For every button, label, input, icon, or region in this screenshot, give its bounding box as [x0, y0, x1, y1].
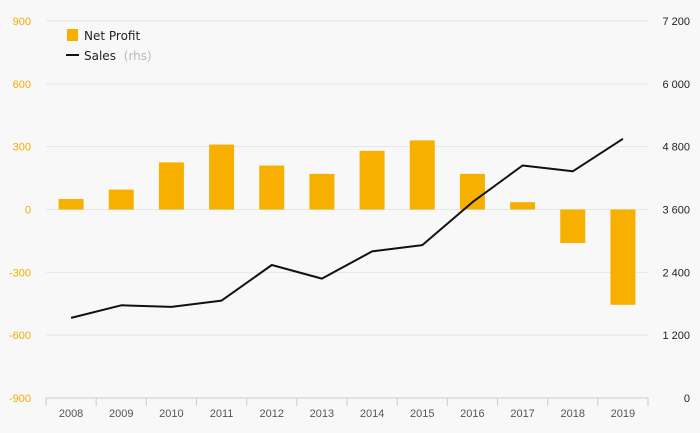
x-tick-label: 2015 — [410, 408, 434, 420]
y-right-tick-label: 4 800 — [662, 142, 690, 154]
sales-line — [70, 137, 624, 319]
gridlines — [46, 20, 648, 399]
net-profit-bars — [58, 140, 636, 305]
y-left-tick-label: 900 — [13, 16, 31, 28]
legend-label-net-profit: Net Profit — [84, 29, 140, 43]
x-axis — [45, 397, 649, 406]
legend-swatch-net-profit — [67, 29, 78, 41]
x-tick-label: 2018 — [561, 408, 585, 420]
bar-net-profit-2018 — [560, 209, 586, 244]
y-left-tick-label: -600 — [9, 330, 31, 342]
bar-net-profit-2015 — [409, 140, 435, 210]
bar-net-profit-2010 — [158, 162, 184, 210]
x-tick-label: 2011 — [210, 408, 234, 420]
y-right-tick-label: 1 200 — [662, 330, 690, 342]
y-axis-right: 7 200 6 000 4 800 3 600 2 400 1 200 0 — [662, 16, 690, 405]
bar-net-profit-2017 — [510, 202, 536, 210]
legend-label-sales: Sales (rhs) — [84, 49, 152, 63]
y-left-tick-label: -900 — [9, 393, 31, 405]
y-right-tick-label: 7 200 — [662, 16, 690, 28]
y-right-tick-label: 2 400 — [662, 267, 690, 279]
x-tick-label: 2019 — [611, 408, 635, 420]
y-right-tick-label: 3 600 — [662, 205, 690, 217]
bar-net-profit-2014 — [359, 150, 385, 210]
y-left-tick-label: -300 — [9, 267, 31, 279]
x-tick-label: 2013 — [310, 408, 334, 420]
bar-net-profit-2011 — [209, 144, 235, 210]
x-tick-label: 2016 — [460, 408, 484, 420]
bar-net-profit-2016 — [459, 173, 485, 210]
y-left-tick-label: 0 — [25, 205, 31, 217]
y-left-tick-label: 600 — [13, 79, 31, 91]
x-axis-ticks: 2008 2009 2010 2011 2012 2013 2014 2015 2016 2017… — [59, 408, 635, 420]
x-tick-label: 2012 — [260, 408, 284, 420]
legend-sales-rhs: (rhs) — [124, 49, 152, 63]
bar-net-profit-2019 — [610, 209, 636, 305]
y-right-tick-label: 0 — [684, 393, 690, 405]
x-tick-label: 2009 — [109, 408, 133, 420]
bar-net-profit-2013 — [309, 173, 335, 210]
bar-net-profit-2012 — [259, 165, 285, 210]
legend-sales-name: Sales — [84, 49, 116, 63]
x-tick-label: 2008 — [59, 408, 83, 420]
x-tick-label: 2014 — [360, 408, 384, 420]
sales-line-path — [70, 137, 624, 319]
legend: Net Profit Sales (rhs) — [66, 29, 152, 63]
y-left-tick-label: 300 — [13, 142, 31, 154]
bar-net-profit-2008 — [58, 199, 84, 210]
bar-net-profit-2009 — [108, 189, 134, 210]
y-right-tick-label: 6 000 — [662, 79, 690, 91]
x-tick-label: 2010 — [159, 408, 183, 420]
y-axis-left: 900 600 300 0 -300 -600 -900 — [9, 16, 31, 405]
x-tick-label: 2017 — [510, 408, 534, 420]
